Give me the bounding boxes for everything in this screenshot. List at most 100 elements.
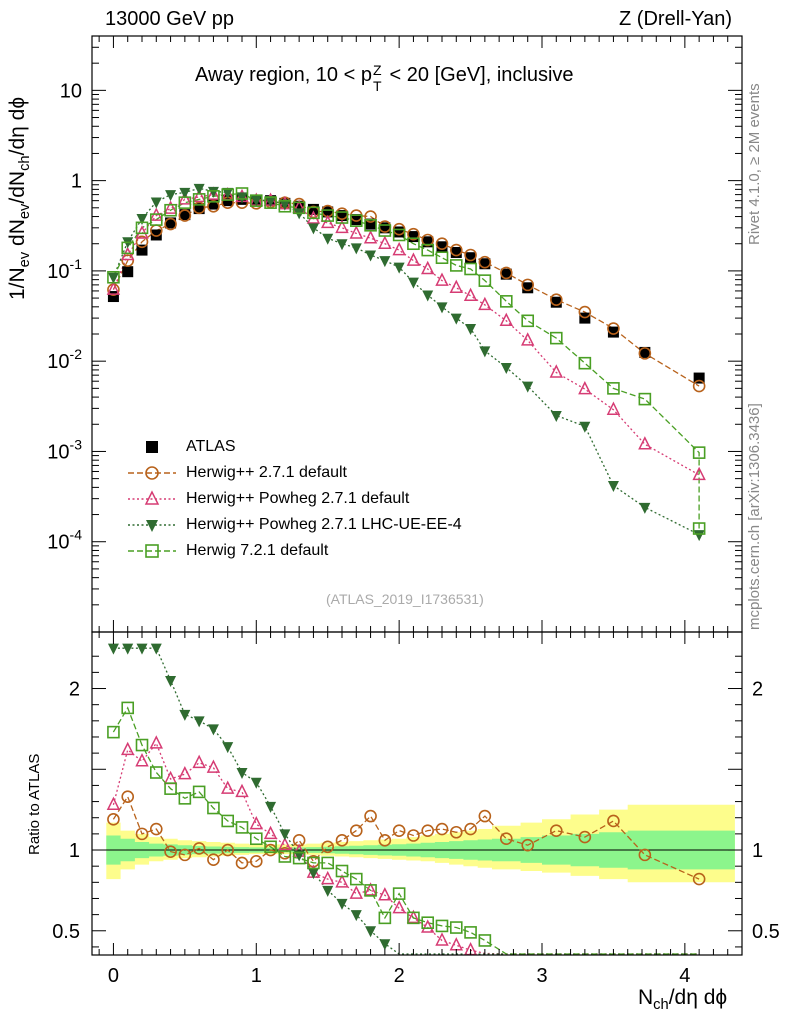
data-point-s3-10 bbox=[250, 195, 262, 207]
legend-markers bbox=[128, 441, 176, 558]
data-point-s4-6 bbox=[192, 193, 206, 206]
data-point-s1-29 bbox=[549, 293, 563, 306]
data-point-s0-25 bbox=[465, 252, 477, 264]
data-point-s0-16 bbox=[336, 210, 348, 222]
data-point-s0-19 bbox=[379, 222, 391, 234]
ratio-point-s1-8 bbox=[221, 843, 235, 857]
data-point-s3-22 bbox=[422, 290, 434, 302]
y-tick-label: 10-4 bbox=[47, 527, 82, 554]
data-point-s0-5 bbox=[179, 209, 191, 221]
data-point-s3-27 bbox=[500, 363, 512, 375]
ratio-point-s4-18 bbox=[364, 884, 377, 897]
y-axis-label: 1/Nev dNev/dNch/dη dϕ bbox=[6, 96, 34, 300]
data-point-s4-5 bbox=[178, 196, 192, 209]
legend-label-herwig7: Herwig 7.2.1 default bbox=[186, 542, 329, 559]
data-point-s3-24 bbox=[450, 313, 462, 325]
ratio-point-s1-24 bbox=[449, 825, 463, 839]
ratio-point-s4-17 bbox=[349, 872, 363, 886]
data-point-s4-2 bbox=[135, 221, 149, 235]
ratio-point-s1-7 bbox=[207, 853, 220, 867]
data-point-s2-19 bbox=[378, 235, 392, 249]
data-point-s2-25 bbox=[463, 287, 478, 302]
data-point-s3-7 bbox=[207, 186, 219, 198]
data-point-s0-3 bbox=[150, 229, 162, 241]
ratio-point-s3-11 bbox=[265, 801, 277, 813]
legend-marker-4 bbox=[145, 544, 159, 558]
data-point-s3-8 bbox=[222, 187, 234, 199]
ratio-point-s1-21 bbox=[407, 829, 420, 842]
data-point-s4-34 bbox=[692, 522, 706, 535]
ratio-point-s1-18 bbox=[364, 809, 377, 823]
data-point-s4-20 bbox=[392, 228, 406, 242]
data-point-s4-31 bbox=[607, 382, 620, 395]
data-point-s3-5 bbox=[179, 187, 191, 199]
legend-marker-0 bbox=[146, 441, 158, 453]
ratio-point-s4-12 bbox=[278, 850, 292, 863]
data-point-s4-13 bbox=[292, 201, 306, 215]
ratio-point-s1-5 bbox=[178, 848, 192, 862]
mcplots-label: mcplots.cern.ch [arXiv:1306.3436] bbox=[746, 403, 763, 630]
ratio-point-s3-5 bbox=[179, 709, 191, 721]
data-point-s0-17 bbox=[350, 214, 362, 226]
ratio-point-s2-21 bbox=[406, 909, 421, 924]
data-point-s0-13 bbox=[293, 200, 305, 212]
ratio-point-s3-6 bbox=[193, 716, 205, 728]
ratio-point-s2-6 bbox=[192, 754, 206, 769]
ratio-point-s4-11 bbox=[264, 840, 277, 854]
data-point-s4-23 bbox=[435, 251, 449, 265]
ratio-point-s2-5 bbox=[178, 765, 192, 780]
data-point-s3-25 bbox=[465, 324, 477, 336]
data-point-s0-1 bbox=[122, 266, 134, 278]
data-point-s3-26 bbox=[479, 346, 491, 358]
ratio-point-s4-22 bbox=[421, 916, 435, 930]
data-point-s4-22 bbox=[421, 243, 435, 257]
ratio-point-s1-23 bbox=[435, 822, 449, 836]
ratio-point-s3-4 bbox=[165, 675, 177, 687]
ratio-frame bbox=[91, 631, 743, 956]
data-point-s2-18 bbox=[363, 230, 378, 244]
data-point-s2-5 bbox=[178, 191, 192, 205]
data-point-s2-4 bbox=[163, 200, 178, 214]
data-point-s1-4 bbox=[164, 217, 177, 231]
data-point-s4-10 bbox=[249, 194, 263, 207]
data-point-s1-30 bbox=[578, 305, 592, 319]
data-point-s4-19 bbox=[378, 224, 392, 237]
data-point-s1-26 bbox=[478, 255, 492, 269]
legend-marker-1 bbox=[145, 466, 159, 480]
ratio-y-tick-label: 0.5 bbox=[52, 921, 80, 943]
energy-label: 13000 GeV pp bbox=[105, 8, 234, 30]
data-point-s4-17 bbox=[349, 214, 363, 227]
ratio-point-s3-8 bbox=[222, 742, 234, 754]
ratio-point-s4-14 bbox=[307, 856, 320, 870]
ratio-point-s2-15 bbox=[321, 870, 335, 885]
ratio-point-s1-17 bbox=[349, 824, 363, 837]
data-point-s1-31 bbox=[607, 322, 620, 335]
data-point-s1-23 bbox=[435, 237, 449, 251]
data-point-s3-14 bbox=[307, 223, 319, 235]
data-point-s2-33 bbox=[692, 466, 706, 481]
series-line-3 bbox=[112, 187, 700, 536]
ratio-point-s4-24 bbox=[449, 921, 463, 934]
series-line-2 bbox=[112, 193, 700, 476]
ratio-point-s1-2 bbox=[135, 827, 149, 841]
legend-label-atlas: ATLAS bbox=[186, 438, 236, 455]
ratio-point-s3-9 bbox=[236, 768, 248, 780]
data-point-s3-16 bbox=[336, 239, 348, 251]
ratio-point-s3-1 bbox=[122, 643, 134, 655]
x-tick-label: 4 bbox=[679, 965, 690, 987]
axes: 0 1 2 3 4 10-4 10-3 10-2 10-1 1 10 0.5 0.5 1 1 2 2 bbox=[47, 35, 780, 987]
ratio-point-s4-15 bbox=[321, 856, 335, 870]
data-point-s3-20 bbox=[393, 262, 405, 274]
data-point-s2-26 bbox=[478, 296, 492, 311]
data-point-s3-12 bbox=[279, 199, 291, 211]
data-point-s3-18 bbox=[365, 250, 377, 262]
ratio-point-s4-16 bbox=[335, 864, 349, 878]
data-point-s2-20 bbox=[392, 241, 406, 256]
ratio-point-s4-4 bbox=[164, 782, 177, 795]
y-tick-label: 1 bbox=[71, 171, 82, 193]
data-point-s4-7 bbox=[207, 190, 220, 203]
ratio-point-s3-15 bbox=[322, 885, 334, 897]
rivet-version-label: Rivet 4.1.0, ≥ 2M events bbox=[746, 83, 763, 245]
data-point-s4-1 bbox=[121, 241, 135, 255]
ratio-point-s2-23 bbox=[435, 932, 449, 946]
